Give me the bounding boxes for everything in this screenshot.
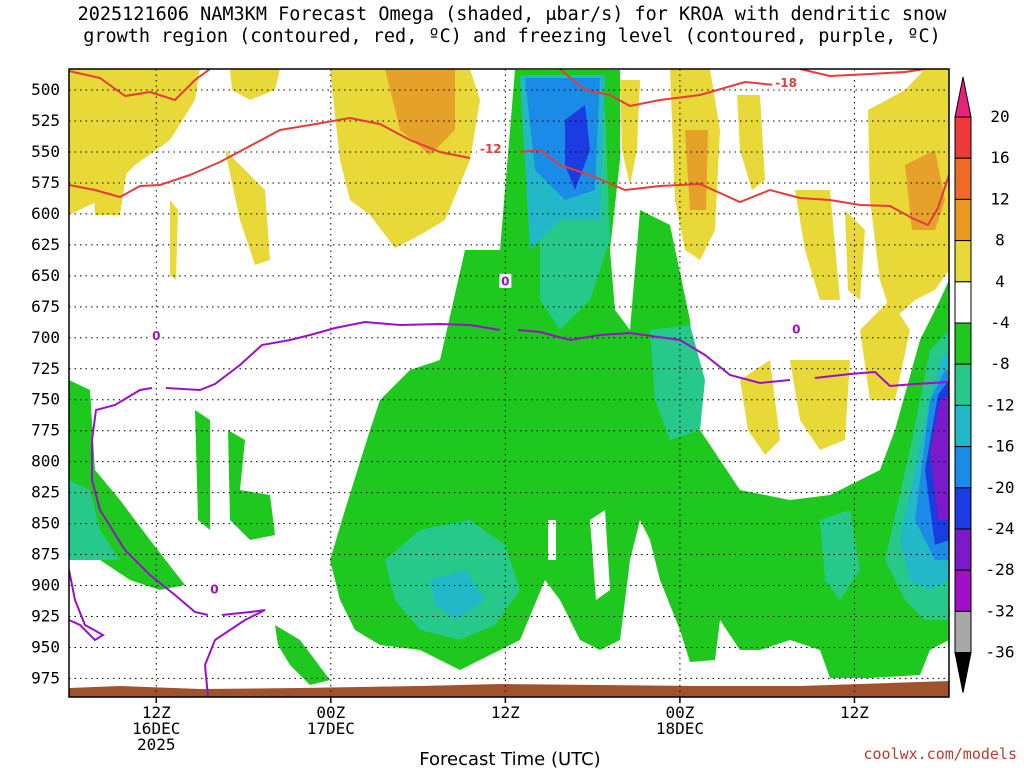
contour-label-bg [772,75,801,90]
contour-label-bg [208,582,221,597]
x-tick-label: 00Z [316,703,345,722]
red-contour-minus18-right [799,69,926,78]
colorbar-top-arrow [954,76,972,118]
y-tick-label: 825 [31,483,60,502]
y-tick-label: 700 [31,328,60,347]
title-line-1: 2025121606 NAM3KM Forecast Omega (shaded… [77,4,947,25]
title-line-2: growth region (contoured, red, ºC) and f… [83,26,941,47]
colorbar-label: 8 [995,231,1005,250]
contour-label-bg [499,273,512,288]
credit-text: coolwx.com/models [863,745,1017,763]
colorbar-segment [954,281,972,324]
colorbar-label: -24 [986,519,1015,538]
colorbar-label: -8 [990,354,1009,373]
y-tick-label: 925 [31,606,60,625]
contour-label-bg [150,328,163,343]
colorbar-segment [954,404,972,448]
contour-label: 0 [152,329,160,343]
y-tick-label: 500 [31,80,60,99]
colorbar-label: 16 [990,148,1009,167]
y-tick-label: 950 [31,637,60,656]
y-tick-label: 900 [31,576,60,595]
colorbar-segment [954,528,972,571]
contour-label: 0 [792,323,800,337]
red-contour-minus12-right [519,148,949,227]
contour-label: 0 [210,583,218,597]
y-tick-label: 525 [31,111,60,130]
purple-freezing-contour-edge [69,569,105,642]
colorbar-segment [954,610,972,654]
colorbar-label: -20 [986,478,1015,497]
y-tick-label: 775 [31,421,60,440]
y-tick-label: 675 [31,297,60,316]
colorbar-segment [954,363,972,406]
x-tick-label: 12Z [491,703,520,722]
colorbar-segment [954,487,972,530]
y-tick-label: 725 [31,359,60,378]
chart-title: 2025121606 NAM3KM Forecast Omega (shaded… [0,4,1024,48]
x-tick-label: 16DEC [132,719,180,738]
colorbar-segment [954,569,972,612]
y-tick-label: 650 [31,266,60,285]
colorbar-label: 20 [990,107,1009,126]
colorbar-label: -32 [986,601,1015,620]
red-contour-minus12-left [69,116,471,199]
colorbar-bottom-arrow [954,652,972,693]
y-tick-label: 750 [31,390,60,409]
colorbar-segment [954,116,972,159]
contour-label: -18 [775,76,797,90]
contour-label: -12 [480,142,502,156]
colorbar-segment [954,157,972,200]
contour-label-bg [790,322,803,337]
x-tick-label: 12Z [142,703,171,722]
x-tick-label: 00Z [665,703,694,722]
colorbar: 20 16 12 8 4 -4 -8 -12 -16 -20 -24 -28 -32 -36 [954,76,1015,693]
y-tick-label: 550 [31,142,60,161]
y-tick-label: 600 [31,204,60,223]
x-tick-label: 2025 [137,735,176,754]
purple-freezing-contour-lower [91,440,266,697]
red-contour-minus18-left [69,69,211,102]
red-contour-minus18-mid [559,69,776,108]
colorbar-label: -36 [986,643,1015,662]
colorbar-segment [954,322,972,365]
colorbar-label: -28 [986,560,1015,579]
x-tick-label: 18DEC [656,719,704,738]
pressure-axis-labels: 500 525 550 575 600 625 650 675 700 725 750 775 800 8… [31,80,60,687]
time-gridlines [155,69,855,697]
colorbar-segment [954,240,972,283]
colorbar-label: -12 [986,395,1015,414]
x-tick-label: 17DEC [307,719,355,738]
y-tick-label: 975 [31,668,60,687]
y-tick-label: 850 [31,514,60,533]
contour-label-bg [476,141,505,156]
omega-shading [69,69,949,697]
y-tick-label: 575 [31,173,60,192]
colorbar-label: -16 [986,437,1015,456]
y-tick-label: 875 [31,545,60,564]
plot-frame [68,68,950,698]
colorbar-label: 4 [995,272,1005,291]
x-tick-label: 12Z [840,703,869,722]
colorbar-label: 12 [990,189,1009,208]
x-axis-title: Forecast Time (UTC) [419,749,600,768]
colorbar-label: -4 [990,313,1009,332]
contours [69,69,949,697]
colorbar-segment [954,198,972,242]
colorbar-segment [954,446,972,489]
contour-labels: -18 -12 0 0 0 0 [150,75,803,597]
purple-freezing-contour-upper [91,320,949,441]
contour-label: 0 [501,274,509,288]
y-tick-label: 625 [31,235,60,254]
y-tick-label: 800 [31,452,60,471]
